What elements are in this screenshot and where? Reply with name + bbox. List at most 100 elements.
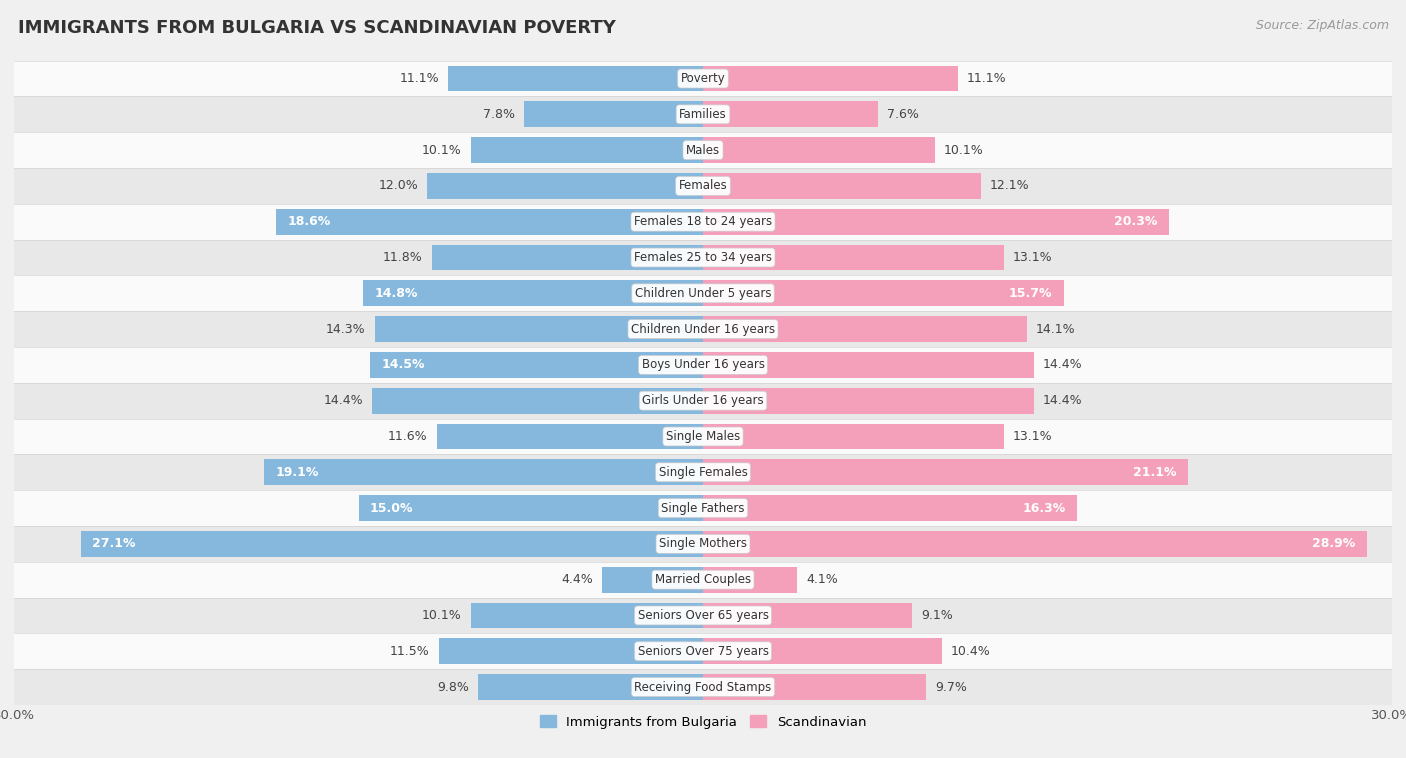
Text: 15.0%: 15.0% <box>370 502 413 515</box>
Bar <box>449 66 703 92</box>
Text: 7.6%: 7.6% <box>887 108 918 121</box>
Bar <box>703 603 912 628</box>
Bar <box>703 173 981 199</box>
Text: 14.1%: 14.1% <box>1036 323 1076 336</box>
Bar <box>437 424 703 449</box>
Text: IMMIGRANTS FROM BULGARIA VS SCANDINAVIAN POVERTY: IMMIGRANTS FROM BULGARIA VS SCANDINAVIAN… <box>18 19 616 37</box>
Text: 14.8%: 14.8% <box>374 287 418 300</box>
Bar <box>703 531 1367 556</box>
Text: 27.1%: 27.1% <box>93 537 135 550</box>
Bar <box>359 495 703 521</box>
Text: Children Under 16 years: Children Under 16 years <box>631 323 775 336</box>
Text: 9.8%: 9.8% <box>437 681 468 694</box>
Text: 11.6%: 11.6% <box>388 430 427 443</box>
Text: 28.9%: 28.9% <box>1312 537 1355 550</box>
Text: Girls Under 16 years: Girls Under 16 years <box>643 394 763 407</box>
Bar <box>80 531 703 556</box>
Bar <box>703 424 1004 449</box>
Bar <box>14 61 1392 96</box>
Text: 10.1%: 10.1% <box>422 609 461 622</box>
Bar <box>14 669 1392 705</box>
Bar <box>432 245 703 271</box>
Legend: Immigrants from Bulgaria, Scandinavian: Immigrants from Bulgaria, Scandinavian <box>534 709 872 734</box>
Bar <box>703 352 1033 377</box>
Text: 21.1%: 21.1% <box>1133 465 1175 479</box>
Text: 14.4%: 14.4% <box>1043 359 1083 371</box>
Bar <box>14 240 1392 275</box>
Text: 12.1%: 12.1% <box>990 180 1029 193</box>
Bar <box>276 208 703 235</box>
Bar <box>703 208 1170 235</box>
Text: 11.1%: 11.1% <box>399 72 439 85</box>
Bar <box>471 137 703 163</box>
Text: 13.1%: 13.1% <box>1012 430 1053 443</box>
Text: Families: Families <box>679 108 727 121</box>
Text: 10.4%: 10.4% <box>950 645 991 658</box>
Bar <box>363 280 703 306</box>
Text: Single Mothers: Single Mothers <box>659 537 747 550</box>
Text: Seniors Over 75 years: Seniors Over 75 years <box>637 645 769 658</box>
Text: Source: ZipAtlas.com: Source: ZipAtlas.com <box>1256 19 1389 32</box>
Bar <box>14 312 1392 347</box>
Text: 19.1%: 19.1% <box>276 465 319 479</box>
Bar <box>14 562 1392 597</box>
Text: 14.3%: 14.3% <box>326 323 366 336</box>
Text: 4.1%: 4.1% <box>807 573 838 586</box>
Text: 11.5%: 11.5% <box>389 645 430 658</box>
Text: 11.8%: 11.8% <box>382 251 423 264</box>
Bar <box>703 674 925 700</box>
Text: 9.1%: 9.1% <box>921 609 953 622</box>
Text: Single Males: Single Males <box>666 430 740 443</box>
Text: 15.7%: 15.7% <box>1008 287 1052 300</box>
Text: 9.7%: 9.7% <box>935 681 967 694</box>
Bar <box>14 383 1392 418</box>
Bar <box>703 316 1026 342</box>
Bar <box>703 388 1033 414</box>
Text: 12.0%: 12.0% <box>378 180 418 193</box>
Text: 14.4%: 14.4% <box>323 394 363 407</box>
Text: 7.8%: 7.8% <box>482 108 515 121</box>
Text: 14.5%: 14.5% <box>381 359 425 371</box>
Text: Receiving Food Stamps: Receiving Food Stamps <box>634 681 772 694</box>
Text: Females 18 to 24 years: Females 18 to 24 years <box>634 215 772 228</box>
Text: Seniors Over 65 years: Seniors Over 65 years <box>637 609 769 622</box>
Text: 13.1%: 13.1% <box>1012 251 1053 264</box>
Bar <box>478 674 703 700</box>
Bar <box>14 454 1392 490</box>
Bar <box>703 638 942 664</box>
Bar <box>14 490 1392 526</box>
Text: Poverty: Poverty <box>681 72 725 85</box>
Bar <box>14 418 1392 454</box>
Bar <box>264 459 703 485</box>
Text: Single Females: Single Females <box>658 465 748 479</box>
Text: 16.3%: 16.3% <box>1022 502 1066 515</box>
Bar <box>439 638 703 664</box>
Bar <box>14 275 1392 312</box>
Bar <box>14 347 1392 383</box>
Bar <box>602 567 703 593</box>
Bar <box>427 173 703 199</box>
Bar <box>14 204 1392 240</box>
Text: 14.4%: 14.4% <box>1043 394 1083 407</box>
Bar <box>703 495 1077 521</box>
Bar <box>374 316 703 342</box>
Text: Females 25 to 34 years: Females 25 to 34 years <box>634 251 772 264</box>
Bar <box>14 597 1392 634</box>
Text: Females: Females <box>679 180 727 193</box>
Bar <box>524 102 703 127</box>
Text: 11.1%: 11.1% <box>967 72 1007 85</box>
Text: Single Fathers: Single Fathers <box>661 502 745 515</box>
Bar <box>14 132 1392 168</box>
Bar <box>703 245 1004 271</box>
Text: 10.1%: 10.1% <box>945 143 984 157</box>
Text: Males: Males <box>686 143 720 157</box>
Text: Children Under 5 years: Children Under 5 years <box>634 287 772 300</box>
Bar <box>14 526 1392 562</box>
Bar <box>703 66 957 92</box>
Bar <box>370 352 703 377</box>
Bar <box>14 96 1392 132</box>
Text: 18.6%: 18.6% <box>287 215 330 228</box>
Bar <box>14 634 1392 669</box>
Bar <box>373 388 703 414</box>
Bar <box>14 168 1392 204</box>
